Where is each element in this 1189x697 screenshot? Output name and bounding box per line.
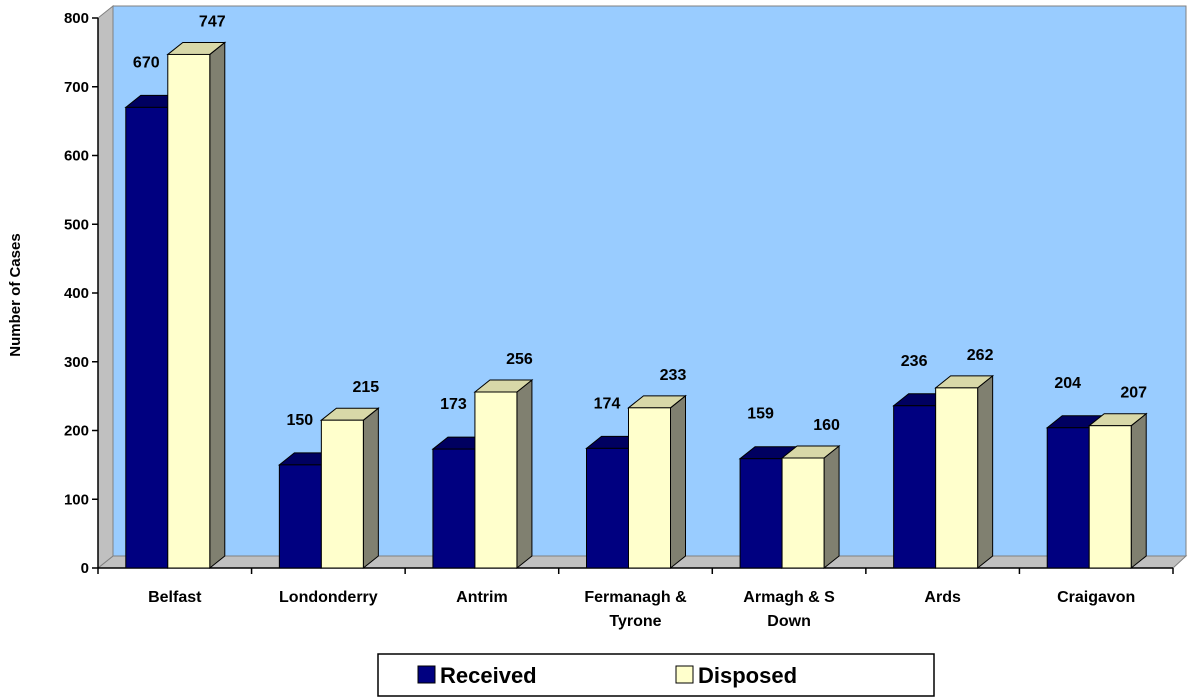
- y-tick-label: 500: [64, 216, 89, 233]
- y-axis-title: Number of Cases: [7, 233, 24, 356]
- bar-disposed: [319, 407, 380, 570]
- x-tick-label: Armagh & S Down: [743, 589, 835, 630]
- data-label: 204: [1054, 375, 1081, 392]
- y-tick-label: 400: [64, 285, 89, 302]
- data-label: 150: [287, 412, 314, 429]
- data-label: 207: [1120, 385, 1147, 402]
- data-label: 236: [901, 353, 928, 370]
- x-tick-label: Ards: [924, 589, 961, 606]
- y-tick-label: 700: [64, 79, 89, 96]
- x-tick-label: Craigavon: [1057, 589, 1135, 606]
- data-labels: 670 747 150 215 173 256 174 233 159 160 236 262 204 2…: [133, 13, 1147, 434]
- y-tick-label: 300: [64, 354, 89, 371]
- x-tick-label: Belfast: [148, 589, 202, 606]
- legend-label: Received: [440, 663, 537, 688]
- legend-swatch: [675, 665, 694, 684]
- data-label: 173: [440, 396, 467, 413]
- data-label: 174: [594, 395, 621, 412]
- data-label: 747: [199, 13, 226, 30]
- data-label: 160: [813, 417, 840, 434]
- y-tick-label: 100: [64, 491, 89, 508]
- x-tick-label: Londonderry: [279, 589, 378, 606]
- data-label: 215: [353, 379, 380, 396]
- data-label: 159: [747, 406, 774, 423]
- y-tick-label: 200: [64, 423, 89, 440]
- data-label: 233: [660, 367, 687, 384]
- legend-label: Disposed: [698, 663, 797, 688]
- y-tick-label: 800: [64, 10, 89, 27]
- bar-disposed: [473, 378, 534, 570]
- legend: Received Disposed: [377, 653, 935, 697]
- bar-disposed: [780, 444, 841, 570]
- y-tick-label: 600: [64, 148, 89, 165]
- x-tick-label: Antrim: [456, 589, 508, 606]
- y-tick-label: 0: [81, 560, 89, 577]
- side-wall: [97, 4, 114, 570]
- legend-swatch: [417, 665, 436, 684]
- bar-disposed: [934, 374, 995, 570]
- legend-box: [377, 653, 935, 697]
- bar-disposed: [1087, 412, 1148, 570]
- data-label: 262: [967, 347, 994, 364]
- data-label: 670: [133, 54, 160, 71]
- x-tick-label: Fermanagh & Tyrone: [584, 589, 687, 630]
- data-label: 256: [506, 351, 533, 368]
- bar-disposed: [627, 394, 687, 570]
- bar-disposed: [166, 41, 227, 570]
- bars: [124, 41, 1148, 570]
